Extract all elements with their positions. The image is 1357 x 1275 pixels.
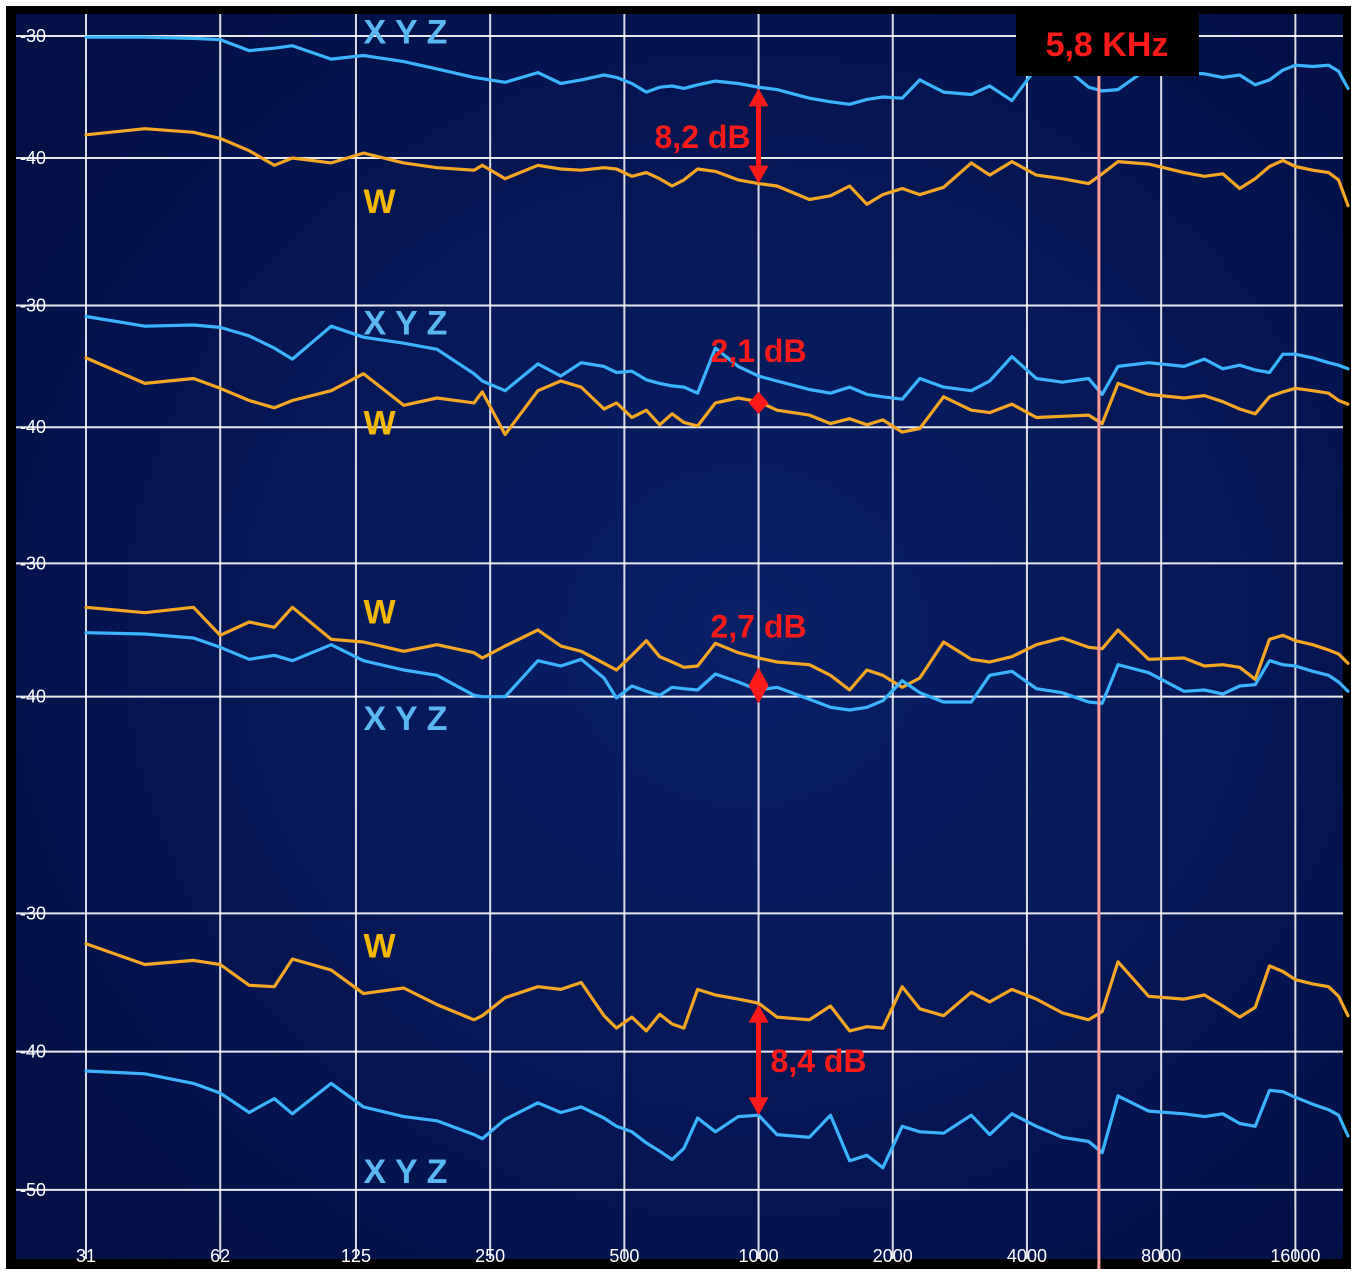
series-label-xyz: X Y Z (364, 1153, 448, 1191)
annotation-label: 8,4 dB (771, 1043, 867, 1079)
series-label-xyz: X Y Z (364, 13, 448, 51)
y-tick-label: -50 (20, 1180, 46, 1200)
marker-label-box (1016, 14, 1199, 76)
y-axis: -30 -40 -30 -40 -30 -40 -30 -40 -50 (20, 26, 46, 1200)
y-tick-label: -30 (20, 26, 46, 46)
series-line-xyz (84, 1069, 1350, 1170)
series-label-xyz: X Y Z (364, 700, 448, 738)
marker-label-group: 5,8 KHz (1016, 14, 1199, 76)
annotation-arrow-head (748, 88, 769, 107)
series-labels: X Y Z W X Y Z W W X Y Z W X Y Z (364, 13, 448, 1191)
series-line-w (84, 356, 1350, 437)
chart-frame: X Y Z W X Y Z W W X Y Z W X Y Z 8,2 dB 2,1 dB 2,7… (6, 6, 1351, 1269)
series-label-w: W (364, 928, 397, 966)
series-label-w: W (364, 593, 397, 631)
x-tick-label: 250 (475, 1246, 505, 1266)
annotation-arrow-head (748, 165, 769, 184)
series-label-w: W (364, 183, 397, 221)
series-label-w: W (364, 405, 397, 443)
series-label-xyz: X Y Z (364, 305, 448, 343)
y-tick-label: -40 (20, 1042, 46, 1062)
x-tick-label: 4000 (1007, 1246, 1047, 1266)
y-tick-label: -30 (20, 296, 46, 316)
x-tick-label: 16000 (1270, 1246, 1320, 1266)
x-tick-label: 2000 (873, 1246, 913, 1266)
y-tick-label: -40 (20, 687, 46, 707)
x-axis: 31 62 125 250 500 1000 2000 4000 8000 16000 (76, 1246, 1320, 1266)
series-line-w (84, 605, 1350, 692)
series-line-w (84, 127, 1350, 208)
annotation-arrow-head (748, 391, 769, 414)
annotations: 8,2 dB 2,1 dB 2,7 dB 8,4 dB (655, 88, 867, 1116)
plot-background (16, 14, 1343, 1259)
series-lines (84, 35, 1350, 1170)
grid (16, 14, 1343, 1259)
series-line-xyz (84, 631, 1350, 712)
annotation-arrow-head (748, 667, 769, 704)
y-tick-label: -40 (20, 417, 46, 437)
x-tick-label: 31 (76, 1246, 96, 1266)
x-tick-label: 500 (609, 1246, 639, 1266)
x-tick-label: 62 (210, 1246, 230, 1266)
y-tick-label: -30 (20, 553, 46, 573)
annotation-label: 2,7 dB (711, 608, 807, 644)
annotation-label: 2,1 dB (711, 333, 807, 369)
y-tick-label: -30 (20, 903, 46, 923)
marker-frequency-label: 5,8 KHz (1046, 26, 1169, 64)
x-tick-label: 8000 (1141, 1246, 1181, 1266)
series-line-w (84, 942, 1350, 1033)
annotation-arrow-head (748, 1004, 769, 1023)
series-line-xyz (84, 314, 1350, 401)
x-tick-label: 1000 (739, 1246, 779, 1266)
annotation-arrow-head (748, 1097, 769, 1116)
annotation-label: 8,2 dB (655, 119, 751, 155)
spectrum-chart: X Y Z W X Y Z W W X Y Z W X Y Z 8,2 dB 2,1 dB 2,7… (16, 13, 1350, 1269)
x-tick-label: 125 (341, 1246, 371, 1266)
series-line-xyz (84, 35, 1350, 106)
y-tick-label: -40 (20, 148, 46, 168)
